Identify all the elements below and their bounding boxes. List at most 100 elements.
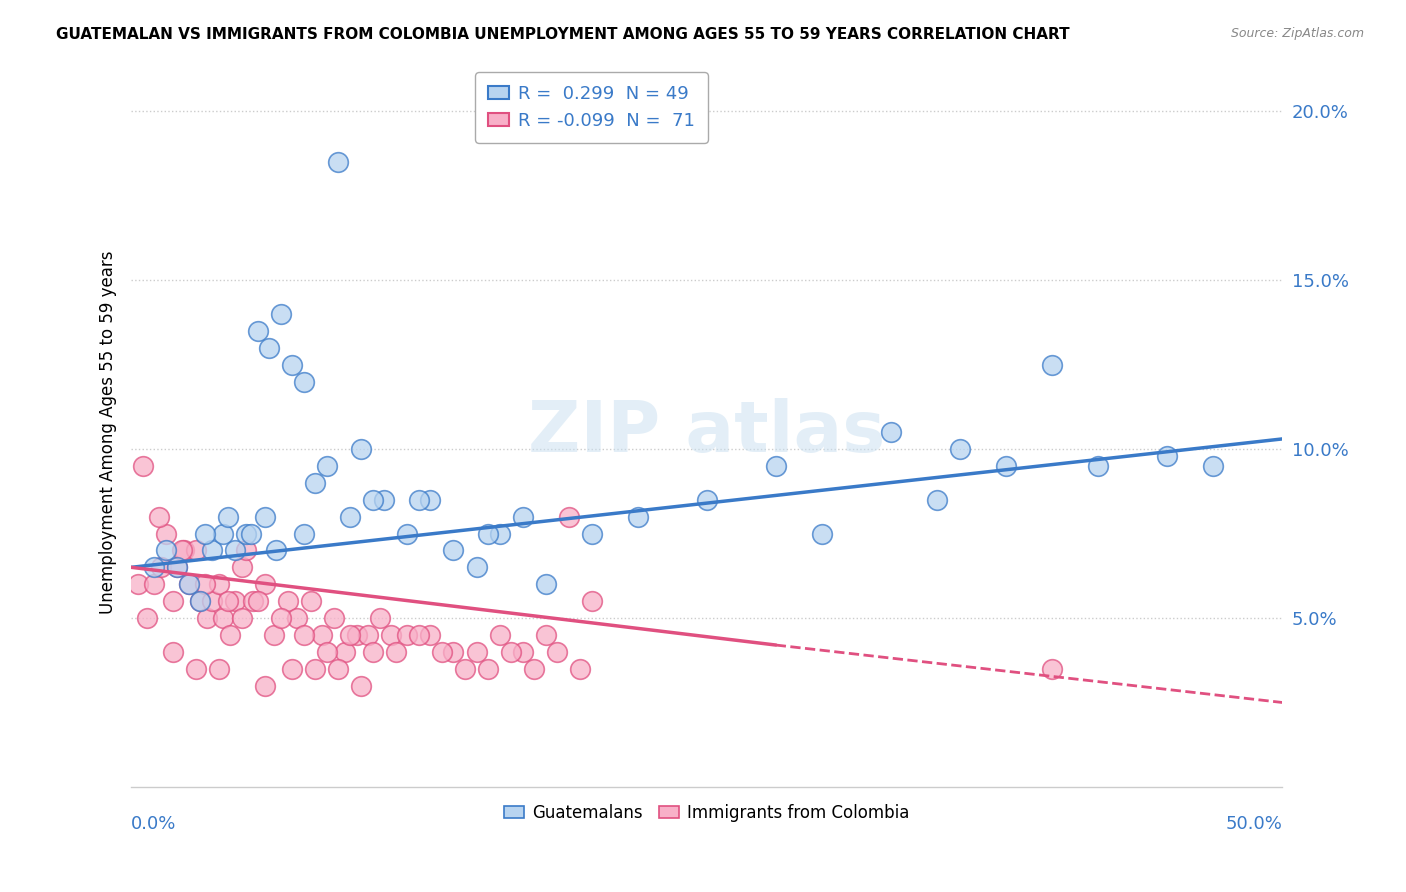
Point (443, 543, 465, 558)
Point (994, 458, 1017, 473)
Point (385, 645, 408, 659)
Point (201, 543, 224, 558)
Point (143, 577, 166, 591)
Point (534, 628, 557, 642)
Point (235, 526, 257, 541)
Point (201, 594, 224, 608)
Point (696, 492, 718, 507)
Point (304, 662, 326, 676)
Point (373, 492, 395, 507)
Point (949, 442, 972, 456)
Text: ZIP atlas: ZIP atlas (529, 398, 886, 467)
Point (408, 492, 430, 507)
Point (184, 543, 207, 558)
Y-axis label: Unemployment Among Ages 55 to 59 years: Unemployment Among Ages 55 to 59 years (100, 251, 117, 614)
Point (150, 560, 173, 574)
Point (328, 662, 350, 676)
Point (810, 526, 832, 541)
Point (488, 526, 510, 541)
Text: Source: ZipAtlas.com: Source: ZipAtlas.com (1230, 27, 1364, 40)
Point (534, 577, 557, 591)
Point (396, 526, 419, 541)
Point (350, 679, 373, 693)
Point (925, 492, 948, 507)
Point (217, 509, 239, 524)
Point (170, 543, 193, 558)
Point (136, 611, 159, 625)
Point (361, 492, 384, 507)
Point (173, 543, 195, 558)
Point (224, 543, 246, 558)
Point (419, 492, 441, 507)
Point (259, 341, 281, 355)
Point (127, 577, 149, 591)
Point (188, 594, 211, 608)
Point (880, 425, 903, 440)
Point (315, 458, 337, 473)
Point (488, 628, 510, 642)
Point (380, 628, 402, 642)
Point (231, 611, 253, 625)
Point (277, 594, 299, 608)
Point (208, 662, 231, 676)
Point (235, 543, 257, 558)
Point (212, 526, 235, 541)
Point (1202, 458, 1225, 473)
Point (581, 594, 603, 608)
Point (253, 509, 276, 524)
Point (311, 628, 333, 642)
Point (194, 526, 217, 541)
Point (443, 645, 465, 659)
Point (194, 577, 217, 591)
Point (465, 645, 488, 659)
Point (1156, 449, 1178, 463)
Text: 0.0%: 0.0% (131, 815, 177, 833)
Point (581, 526, 603, 541)
Point (350, 442, 373, 456)
Point (361, 645, 384, 659)
Point (177, 577, 200, 591)
Legend: Guatemalans, Immigrants from Colombia: Guatemalans, Immigrants from Colombia (496, 797, 917, 829)
Point (523, 662, 546, 676)
Point (184, 662, 207, 676)
Point (292, 628, 315, 642)
Point (396, 628, 419, 642)
Point (239, 526, 262, 541)
Point (499, 645, 522, 659)
Point (281, 358, 304, 372)
Point (246, 324, 269, 338)
Point (188, 594, 211, 608)
Point (177, 577, 200, 591)
Point (477, 526, 499, 541)
Point (430, 645, 453, 659)
Point (292, 375, 315, 389)
Point (546, 645, 568, 659)
Point (166, 560, 188, 574)
Point (1087, 458, 1109, 473)
Point (264, 543, 287, 558)
Point (270, 307, 292, 321)
Point (346, 628, 368, 642)
Point (132, 458, 155, 473)
Point (166, 560, 188, 574)
Point (339, 628, 361, 642)
Point (357, 628, 380, 642)
Point (162, 594, 184, 608)
Point (477, 662, 499, 676)
Point (1040, 358, 1063, 372)
Point (281, 662, 304, 676)
Point (143, 560, 166, 574)
Point (253, 577, 276, 591)
Point (217, 594, 239, 608)
Point (155, 543, 177, 558)
Point (162, 645, 184, 659)
Point (208, 577, 231, 591)
Point (1040, 662, 1063, 676)
Point (322, 611, 344, 625)
Text: GUATEMALAN VS IMMIGRANTS FROM COLOMBIA UNEMPLOYMENT AMONG AGES 55 TO 59 YEARS CO: GUATEMALAN VS IMMIGRANTS FROM COLOMBIA U… (56, 27, 1070, 42)
Point (328, 155, 350, 169)
Point (335, 645, 357, 659)
Point (195, 611, 218, 625)
Point (627, 509, 650, 524)
Point (299, 594, 322, 608)
